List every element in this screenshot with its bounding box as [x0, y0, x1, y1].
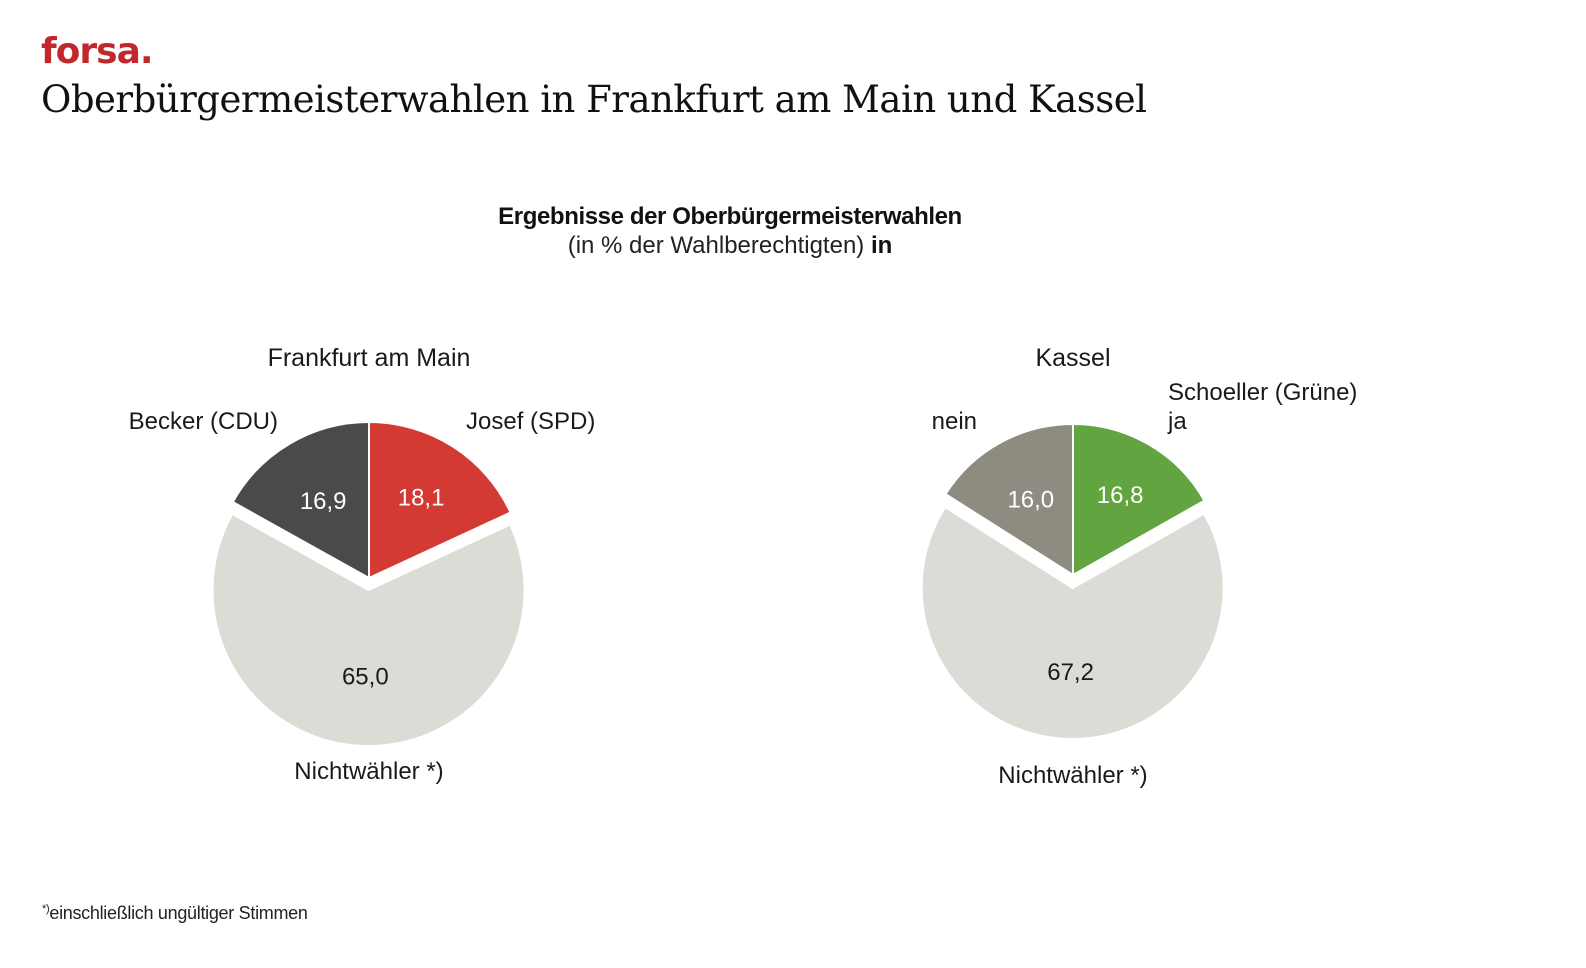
pie-title: Kassel — [1035, 344, 1110, 372]
pie-value-label: 65,0 — [342, 664, 389, 691]
pie-slice-becker-cdu — [231, 420, 370, 580]
pie-slice-schoeller-gruene-ja — [1072, 422, 1206, 577]
pie-category-label: Becker (CDU) — [129, 408, 278, 435]
page-title: Oberbürgermeisterwahlen in Frankfurt am … — [41, 78, 1147, 121]
pie-category-label: nein — [932, 408, 977, 435]
chart-subheading-suffix: in — [870, 232, 893, 259]
pie-slice-josef-spd — [368, 420, 512, 580]
pie-category-label: Nichtwähler *) — [294, 758, 443, 785]
pie-value-label: 16,0 — [1007, 486, 1054, 513]
pie-kassel: Kassel 16,8 Schoeller (Grüne)ja 67,2 Nichtwä… — [920, 344, 1357, 789]
pie-category-label: Nichtwähler *) — [998, 762, 1147, 789]
pie-value-label: 67,2 — [1047, 659, 1094, 686]
forsa-logo: forsa. — [41, 31, 154, 72]
footnote-text: einschließlich ungültiger Stimmen — [49, 903, 308, 923]
pie-category-label: Schoeller (Grüne) — [1168, 379, 1357, 406]
chart-subheading: (in % der Wahlberechtigten) in — [0, 232, 1460, 260]
pie-slice-nein — [944, 422, 1074, 577]
pie-value-label: 16,8 — [1097, 482, 1144, 509]
pie-category-label: ja — [1167, 408, 1187, 435]
pie-value-label: 18,1 — [398, 484, 445, 511]
pie-category-label: Josef (SPD) — [466, 408, 595, 435]
pie-slice-nichtwaehler — [211, 512, 526, 747]
pie-value-label: 16,9 — [300, 488, 347, 515]
chart-subheading-text: (in % der Wahlberechtigten) — [567, 232, 865, 259]
logo-text: forsa. — [41, 31, 154, 72]
chart-heading: Ergebnisse der Oberbürgermeisterwahlen — [498, 203, 962, 230]
pie-slice-nichtwaehler — [920, 505, 1225, 740]
footnote-marker: *) — [42, 903, 50, 915]
footnote: *)einschließlich ungültiger Stimmen — [42, 903, 308, 924]
pie-frankfurt-am-main: Frankfurt am Main 18,1 Josef (SPD) 65,0 Nich… — [129, 344, 596, 785]
pie-title: Frankfurt am Main — [268, 344, 471, 372]
